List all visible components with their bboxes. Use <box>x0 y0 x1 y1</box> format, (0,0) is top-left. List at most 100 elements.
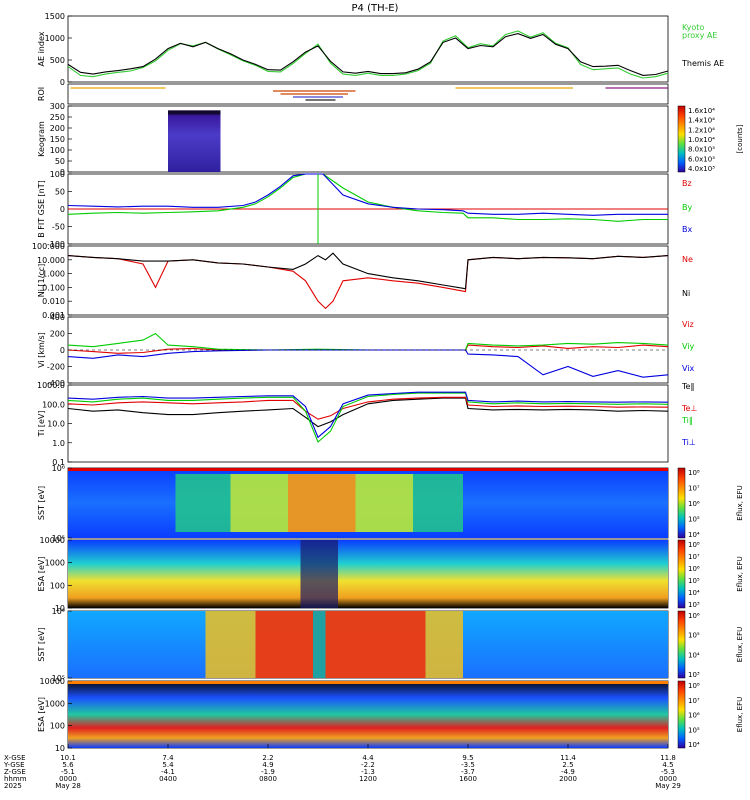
keogram-topband <box>168 110 221 115</box>
xtick-label-4-1: -3.5 <box>461 761 475 769</box>
temperature-series-0 <box>67 397 669 428</box>
xtick-label-0-1: 5.6 <box>62 761 74 769</box>
temperature-series-1 <box>67 396 669 420</box>
roi-frame <box>67 83 669 105</box>
temperature-ylabel: Ti [eV] <box>37 410 46 437</box>
keogram-ytick-label: 0 <box>60 168 65 177</box>
velocity-ytick-label: 0 <box>60 346 65 355</box>
density-legend-1: Ni <box>682 289 690 298</box>
chart-title: P4 (TH-E) <box>352 3 399 14</box>
xtick-label-0-0: 10.1 <box>60 754 76 762</box>
esa_i-ytick-label: 10000 <box>40 677 65 686</box>
temperature-ytick-label: 10.0 <box>47 420 65 429</box>
sst_i-cbar-tick: 10⁶ <box>688 612 700 620</box>
density-series-0 <box>67 255 669 310</box>
xtick-label-1-2: -4.1 <box>161 768 175 776</box>
sst_i-colorbar <box>677 610 686 679</box>
xtick-label-3-0: 4.4 <box>362 754 374 762</box>
keogram-ytick-label: 150 <box>50 135 65 144</box>
temperature-legend-0: Te‖ <box>681 382 694 391</box>
sst_i-ytick-label: 10⁶ <box>52 607 65 616</box>
xtick-label-0-3: 0000 <box>59 775 77 783</box>
ae-ytick-label: 1500 <box>45 12 65 21</box>
xtick-label-5-2: -4.9 <box>561 768 575 776</box>
xaxis-row-label-2: Z-GSE <box>4 768 26 776</box>
xtick-label-4-2: -3.7 <box>461 768 475 776</box>
velocity-ylabel: Vi [km/s] <box>37 332 46 368</box>
sst_e-ytick-label: 10⁶ <box>52 464 65 473</box>
esa_i-ytick-label: 100 <box>50 722 65 731</box>
keogram-cbar-tick: 1.0x10⁴ <box>688 136 715 144</box>
temperature-legend-3: Ti⊥ <box>681 438 696 447</box>
xaxis-row-label-3: hhmm <box>4 775 27 783</box>
xaxis-row-label-1: Y-GSE <box>3 761 25 769</box>
sst_e-cbar-label: Eflux, EFU <box>736 485 744 520</box>
ae-legend-1: proxy AE <box>682 31 717 40</box>
xtick-label-3-3: 1200 <box>359 775 377 783</box>
density-ytick-label: 1.000 <box>42 270 65 279</box>
velocity-legend-1: Viy <box>682 342 695 351</box>
bfield-ytick-label: -50 <box>52 223 65 232</box>
sst-e-blob-orange <box>288 474 356 532</box>
xtick-label-0-2: -5.1 <box>61 768 75 776</box>
keogram-ytick-label: 200 <box>50 124 65 133</box>
ae-legend-0: Kyoto <box>682 23 704 32</box>
velocity-ytick-label: -400 <box>47 379 65 388</box>
sst_i-cbar-label: Eflux, EFU <box>736 627 744 662</box>
density-legend-0: Ne <box>682 255 693 264</box>
sst_e-colorbar <box>677 467 686 539</box>
esa_e-cbar-tick: 10⁸ <box>688 541 700 549</box>
density-ytick-label: 100.000 <box>32 242 65 251</box>
esa_i-cbar-tick: 10⁸ <box>688 682 700 690</box>
velocity-series-2 <box>67 349 669 378</box>
roi-ylabel: ROI <box>37 87 46 101</box>
bfield-series-2 <box>67 173 668 216</box>
sst_i-cbar-tick: 10⁴ <box>688 651 700 659</box>
temperature-series-2 <box>67 392 669 443</box>
xtick-label-5-0: 11.4 <box>560 754 576 762</box>
sst_e-ylabel: SST [eV] <box>37 486 46 520</box>
keogram-cbar-tick: 6.0x10³ <box>688 155 715 163</box>
bfield-ytick-label: 50 <box>55 188 65 197</box>
sst_e-cbar-tick: 10⁵ <box>688 516 700 524</box>
esa_e-ytick-label: 1000 <box>45 559 65 568</box>
xtick-label-5-3: 2000 <box>559 775 577 783</box>
bfield-ylabel: B FIT GSE [nT] <box>37 180 46 238</box>
keogram-ylabel: Keogram <box>37 121 46 157</box>
bfield-ytick-label: -100 <box>47 240 65 249</box>
esa_e-cbar-tick: 10⁷ <box>688 553 700 561</box>
bfield-legend-0: Bz <box>682 179 692 188</box>
density-ytick-label: 0.100 <box>42 283 65 292</box>
esa-e-gap <box>300 540 338 608</box>
esa_i-colorbar <box>677 680 686 749</box>
temperature-ytick-label: 100.0 <box>42 400 65 409</box>
xtick-label-3-2: -1.3 <box>361 768 375 776</box>
sst_e-cbar-tick: 10⁴ <box>688 531 700 539</box>
velocity-ytick-label: 400 <box>50 313 65 322</box>
density-ytick-label: 0.010 <box>42 297 65 306</box>
ae-ytick-label: 500 <box>50 56 65 65</box>
xtick-label-2-2: -1.9 <box>261 768 275 776</box>
xtick-label-6-1: 4.5 <box>662 761 673 769</box>
keogram-frame <box>67 105 669 173</box>
xaxis-row-label-4: 2025 <box>4 782 22 790</box>
esa_i-cbar-tick: 10⁶ <box>688 712 700 720</box>
esa_e-ytick-label: 10 <box>55 604 65 613</box>
xaxis-row-label-0: X-GSE <box>4 754 26 762</box>
ae-ytick-label: 1000 <box>45 34 65 43</box>
temperature-ytick-label: 0.1 <box>52 458 65 467</box>
esa_e-cbar-label: Eflux, EFU <box>736 556 744 591</box>
esa_e-cbar-tick: 10⁵ <box>688 577 700 585</box>
sst-i-gap <box>313 611 326 678</box>
sst_e-cbar-tick: 10⁶ <box>688 500 700 508</box>
esa_e-colorbar <box>677 539 686 609</box>
esa-i-topbar <box>68 681 668 684</box>
esa_e-ylabel: ESA [eV] <box>37 557 46 592</box>
temperature-ytick-label: 1000.0 <box>37 381 65 390</box>
velocity-ytick-label: -200 <box>47 363 65 372</box>
sst_i-ylabel: SST [eV] <box>37 627 46 661</box>
sst_i-cbar-tick: 10³ <box>688 671 700 679</box>
xtick-label-0-4: May 28 <box>55 782 81 790</box>
ae-legend-2: Themis AE <box>681 59 724 68</box>
